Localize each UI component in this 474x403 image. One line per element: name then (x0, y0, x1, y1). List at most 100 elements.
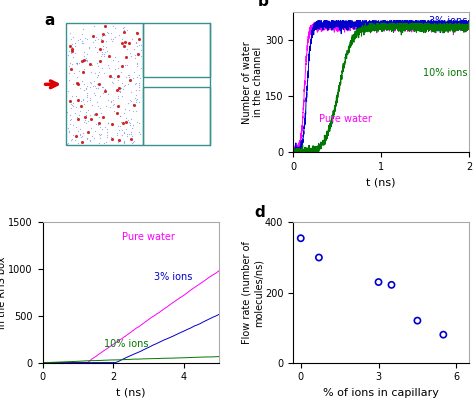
Point (74, 116, 82, 122)
Point (128, 129, 135, 135)
Point (69, 100, 76, 106)
Point (73, 60, 81, 66)
Point (127, 53, 135, 59)
Point (76, 131, 84, 138)
Point (107, 99, 115, 105)
Point (75, 68, 83, 75)
Point (67, 116, 74, 122)
Point (86, 94, 93, 101)
Point (70, 54, 77, 60)
Point (83, 57, 91, 64)
Point (64, 141, 71, 147)
Point (91, 78, 98, 84)
Point (82, 55, 90, 61)
Point (114, 87, 121, 93)
Point (101, 23, 109, 29)
Text: Pure water: Pure water (122, 232, 175, 242)
Point (137, 65, 145, 71)
Point (102, 103, 109, 110)
Point (123, 133, 130, 139)
Point (109, 79, 116, 86)
Point (123, 74, 130, 80)
Point (118, 63, 126, 69)
Point (93, 49, 101, 56)
Point (79, 26, 87, 32)
Point (125, 74, 132, 80)
Y-axis label: Number of water
in the RHS box: Number of water in the RHS box (0, 251, 7, 334)
Point (114, 103, 122, 109)
Point (113, 110, 121, 116)
Point (101, 49, 109, 55)
Point (71, 40, 79, 46)
Point (76, 108, 83, 114)
Point (73, 80, 81, 87)
Point (92, 111, 100, 118)
Point (116, 89, 124, 96)
Point (123, 118, 130, 125)
Point (97, 93, 104, 100)
Point (91, 92, 99, 99)
Point (109, 79, 117, 86)
Point (91, 110, 98, 117)
Point (135, 82, 143, 89)
Point (84, 129, 92, 136)
Point (125, 107, 133, 113)
Point (297, 235, 305, 241)
Point (83, 57, 91, 63)
Point (100, 89, 107, 96)
Point (129, 122, 137, 129)
Point (107, 97, 115, 104)
Point (93, 81, 101, 87)
Point (120, 28, 128, 35)
Point (107, 35, 115, 42)
Point (103, 126, 110, 132)
Point (134, 74, 141, 80)
Point (133, 63, 140, 69)
Point (75, 60, 82, 66)
Point (74, 97, 82, 104)
Point (136, 99, 143, 105)
Point (128, 36, 136, 43)
Point (94, 85, 101, 91)
Point (67, 101, 75, 107)
Bar (65, 23, 143, 145)
Point (100, 31, 107, 37)
Point (79, 130, 87, 137)
Point (99, 43, 106, 50)
Point (79, 96, 87, 102)
Point (67, 137, 75, 143)
Point (118, 118, 125, 125)
Point (127, 120, 134, 126)
Point (100, 70, 108, 77)
Point (130, 46, 138, 52)
Point (79, 139, 86, 145)
Point (130, 138, 138, 144)
Point (79, 68, 86, 75)
Point (87, 80, 95, 87)
Point (64, 140, 72, 146)
Point (115, 137, 122, 143)
Point (128, 133, 136, 139)
Point (68, 136, 76, 142)
Point (87, 60, 94, 67)
Point (104, 120, 111, 126)
Point (92, 85, 100, 91)
Point (115, 85, 122, 91)
Point (133, 96, 140, 102)
Point (65, 48, 73, 54)
Point (126, 131, 133, 137)
Point (127, 121, 134, 128)
Point (112, 66, 119, 73)
Point (80, 48, 88, 55)
Point (120, 42, 128, 49)
Point (137, 42, 145, 49)
Point (131, 95, 139, 101)
Point (96, 105, 103, 111)
Point (129, 75, 137, 81)
Point (82, 120, 90, 127)
Point (95, 131, 103, 137)
Point (104, 62, 112, 68)
Point (122, 114, 129, 121)
Point (97, 46, 105, 52)
Point (125, 119, 133, 125)
